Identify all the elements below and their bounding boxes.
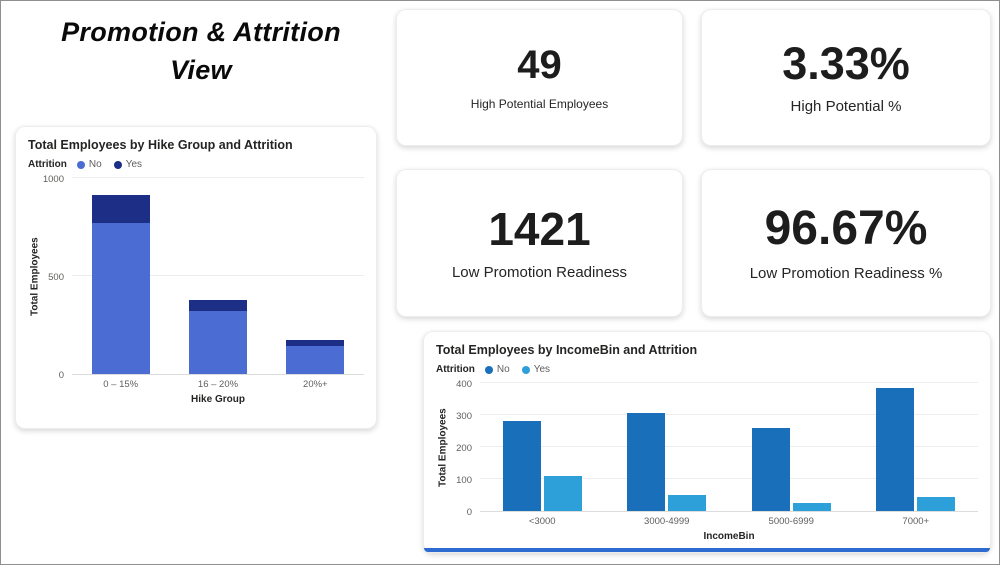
bar-group: [480, 384, 605, 511]
bar-group: [169, 179, 266, 374]
x-tick-label: 7000+: [902, 516, 930, 527]
gridline: [72, 177, 364, 178]
y-tick-label: 100: [456, 474, 472, 486]
legend-dot: [484, 365, 493, 374]
bar-group: [72, 179, 169, 374]
bars-area: [480, 384, 978, 511]
x-axis-title: IncomeBin: [703, 531, 755, 542]
bar-yes[interactable]: [543, 475, 582, 511]
page-title-line1: Promotion & Attrition: [61, 17, 341, 47]
bars-area: [72, 179, 364, 374]
bar-no[interactable]: [876, 387, 915, 511]
kpi-card-low-promotion-readiness: 1421 Low Promotion Readiness: [396, 169, 683, 317]
kpi-value: 3.33%: [782, 37, 910, 89]
chart-title: Total Employees by Hike Group and Attrit…: [28, 138, 293, 152]
stacked-bar[interactable]: [188, 299, 247, 374]
bar-segment-no[interactable]: [188, 311, 247, 374]
bar-segment-no[interactable]: [91, 223, 150, 374]
bar-yes[interactable]: [917, 496, 956, 511]
y-axis-title: Total Employees: [437, 408, 449, 488]
legend-items: No Yes: [484, 364, 550, 375]
x-tick-label: 20%+: [303, 379, 328, 390]
chart-body: Total Employees 0 100 200 300 400 <3000 3000-…: [436, 379, 978, 542]
kpi-card-high-potential-percent: 3.33% High Potential %: [701, 9, 991, 146]
x-tick-label: 3000-4999: [644, 516, 690, 527]
kpi-card-low-promotion-readiness-percent: 96.67% Low Promotion Readiness %: [701, 169, 991, 317]
card-bottom-accent-bar: [424, 548, 990, 552]
y-axis: 0 100 200 300 400: [450, 379, 480, 516]
gridline: [480, 478, 978, 479]
gridline: [480, 382, 978, 383]
chart-legend: Attrition No Yes: [436, 364, 978, 375]
chart-title: Total Employees by IncomeBin and Attriti…: [436, 343, 698, 357]
plot-area: [72, 177, 364, 375]
gridline: [72, 275, 364, 276]
bar-no[interactable]: [751, 427, 790, 511]
stacked-bar[interactable]: [91, 194, 150, 374]
legend-item-yes[interactable]: Yes: [113, 159, 142, 170]
y-tick-label: 200: [456, 442, 472, 454]
bar-yes[interactable]: [668, 495, 707, 511]
legend-dot: [521, 365, 530, 374]
plot-area: [480, 382, 978, 512]
y-tick-label: 500: [48, 271, 64, 283]
y-tick-label: 1000: [42, 173, 64, 185]
gridline: [480, 446, 978, 447]
y-axis-title: Total Employees: [29, 237, 41, 317]
y-axis: 0 500 1000: [42, 174, 72, 379]
bar-group: [267, 179, 364, 374]
page-title: Promotion & Attrition View: [29, 13, 373, 89]
legend-items: No Yes: [76, 159, 142, 170]
legend-item-no[interactable]: No: [484, 364, 510, 375]
y-tick-label: 0: [466, 506, 472, 518]
kpi-value: 96.67%: [764, 201, 928, 255]
legend-item-yes[interactable]: Yes: [521, 364, 550, 375]
chart-body: Total Employees 0 500 1000 0 – 15% 16 – 20%…: [28, 174, 364, 405]
legend-dot: [113, 160, 122, 169]
x-axis-title: Hike Group: [191, 394, 245, 405]
bar-group: [729, 384, 854, 511]
bar-no[interactable]: [502, 421, 541, 511]
kpi-label: High Potential Employees: [470, 96, 609, 111]
y-tick-label: 400: [456, 378, 472, 390]
kpi-value: 1421: [488, 202, 591, 255]
gridline: [480, 414, 978, 415]
legend-title: Attrition: [28, 159, 67, 170]
chart-incomebin-attrition: Total Employees by IncomeBin and Attriti…: [423, 331, 991, 553]
x-tick-label: <3000: [528, 516, 556, 527]
bar-segment-yes[interactable]: [91, 194, 150, 224]
bar-group: [854, 384, 979, 511]
kpi-value: 49: [517, 42, 562, 87]
page-title-line2: View: [170, 55, 232, 85]
kpi-label: High Potential %: [790, 97, 902, 115]
x-tick-label: 16 – 20%: [197, 379, 239, 390]
bar-segment-yes[interactable]: [188, 299, 247, 312]
legend-item-no[interactable]: No: [76, 159, 102, 170]
stacked-bar[interactable]: [286, 339, 345, 374]
bar-group: [605, 384, 730, 511]
x-tick-label: 0 – 15%: [103, 379, 139, 390]
x-tick-label: 5000-6999: [768, 516, 814, 527]
bar-segment-yes[interactable]: [286, 339, 345, 346]
y-tick-label: 300: [456, 410, 472, 422]
x-axis: 0 – 15% 16 – 20% 20%+: [72, 379, 364, 390]
bar-segment-no[interactable]: [286, 345, 345, 374]
y-tick-label: 0: [58, 369, 64, 381]
kpi-label: Low Promotion Readiness: [451, 263, 628, 281]
legend-title: Attrition: [436, 364, 475, 375]
chart-legend: Attrition No Yes: [28, 159, 364, 170]
chart-hike-group-attrition: Total Employees by Hike Group and Attrit…: [15, 126, 377, 429]
kpi-label: Low Promotion Readiness %: [749, 264, 943, 282]
kpi-card-high-potential-employees: 49 High Potential Employees: [396, 9, 683, 146]
bar-yes[interactable]: [792, 503, 831, 511]
x-axis: <3000 3000-4999 5000-6999 7000+: [480, 516, 978, 527]
bar-no[interactable]: [627, 413, 666, 511]
legend-dot: [76, 160, 85, 169]
